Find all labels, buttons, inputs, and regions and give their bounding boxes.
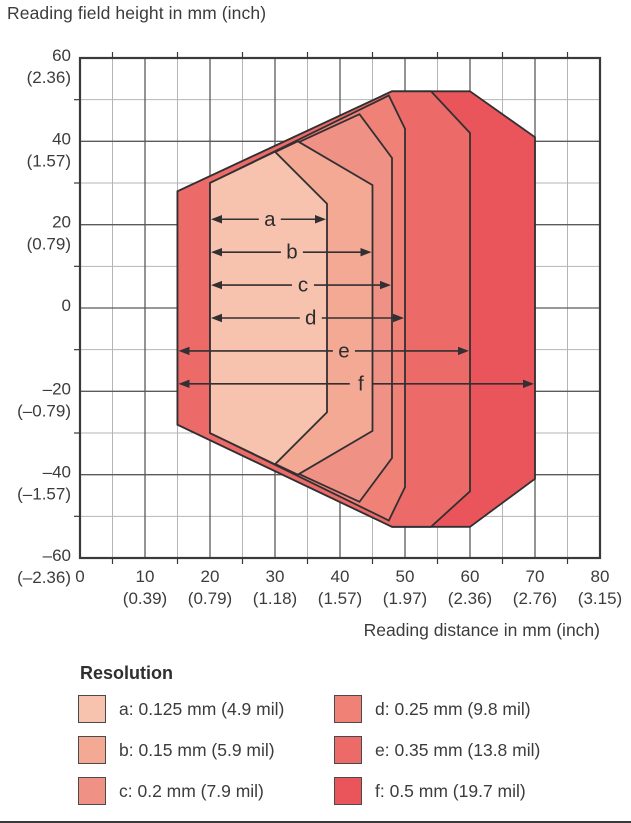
y-tick-mm--20: –20 [43, 379, 71, 398]
legend-title: Resolution [80, 663, 173, 683]
legend-chip-a [78, 695, 106, 723]
y-tick-inch--40: (–1.57) [17, 485, 71, 504]
x-tick-inch-30: (1.18) [253, 589, 297, 608]
x-tick-mm-10: 10 [136, 567, 155, 586]
y-axis-labels: 60 (2.36) 40 (1.57) 20 (0.79) 0 –20 (–0.79) –40 (–… [17, 46, 71, 587]
x-tick-mm-0: 0 [75, 567, 84, 586]
arrowhead-right-a [315, 215, 326, 224]
legend-chip-f [334, 777, 362, 805]
legend-chip-d [334, 695, 362, 723]
arrowhead-right-d [393, 313, 404, 323]
legend-chip-b [78, 736, 106, 764]
arrowhead-left-f [178, 379, 190, 389]
resolution-legend: Resolution a: 0.125 mm (4.9 mil) b: 0.15 … [78, 663, 623, 805]
x-tick-mm-80: 80 [591, 567, 610, 586]
legend-chip-e [334, 736, 362, 764]
x-tick-mm-50: 50 [396, 567, 415, 586]
range-arrow-d: d [211, 307, 404, 330]
range-arrow-f: f [178, 372, 534, 395]
legend-item-e: e: 0.35 mm (13.8 mil) [334, 736, 623, 764]
field-polygons [176, 90, 536, 528]
arrowhead-right-c [380, 280, 391, 290]
range-arrow-e: e [178, 339, 469, 362]
arrow-label-a: a [264, 208, 276, 231]
axis-ticks [74, 52, 569, 564]
legend-label-f: f: 0.5 mm (19.7 mil) [375, 780, 526, 801]
y-tick-inch-60: (2.36) [27, 68, 71, 87]
y-tick-inch-20: (0.79) [27, 235, 71, 254]
legend-item-f: f: 0.5 mm (19.7 mil) [334, 777, 623, 805]
y-tick-inch-40: (1.57) [27, 151, 71, 170]
arrowhead-left-d [211, 313, 222, 323]
legend-label-c: c: 0.2 mm (7.9 mil) [119, 780, 264, 801]
range-arrow-b: b [211, 241, 372, 264]
arrowhead-right-e [458, 346, 469, 356]
arrowhead-right-b [360, 247, 372, 257]
x-tick-inch-40: (1.57) [318, 589, 362, 608]
x-tick-inch-60: (2.36) [448, 589, 492, 608]
x-tick-inch-70: (2.76) [513, 589, 557, 608]
arrow-label-d: d [305, 307, 316, 330]
x-tick-inch-20: (0.79) [188, 589, 232, 608]
bottom-border-line [0, 821, 631, 823]
legend-item-b: b: 0.15 mm (5.9 mil) [78, 736, 334, 764]
legend-chip-c [78, 777, 106, 805]
y-tick-inch--20: (–0.79) [17, 401, 71, 420]
y-tick-mm-40: 40 [52, 129, 71, 148]
legend-item-d: d: 0.25 mm (9.8 mil) [334, 695, 623, 723]
x-tick-mm-60: 60 [461, 567, 480, 586]
x-axis-labels: 0 10 (0.39) 20 (0.79) 30 (1.18) 40 (1.57) 50 (1.97… [75, 567, 622, 608]
arrow-label-c: c [298, 274, 308, 297]
legend-label-d: d: 0.25 mm (9.8 mil) [375, 698, 531, 719]
plot-border [78, 56, 602, 560]
x-tick-mm-40: 40 [331, 567, 350, 586]
y-tick-inch--60: (–2.36) [17, 568, 71, 587]
x-tick-inch-80: (3.15) [578, 589, 622, 608]
x-tick-inch-10: (0.39) [123, 589, 167, 608]
x-tick-inch-50: (1.97) [383, 589, 427, 608]
range-arrow-a: a [211, 208, 326, 231]
legend-label-b: b: 0.15 mm (5.9 mil) [119, 739, 275, 760]
y-tick-mm--40: –40 [43, 463, 71, 482]
x-tick-mm-30: 30 [266, 567, 285, 586]
legend-item-c: c: 0.2 mm (7.9 mil) [78, 777, 334, 805]
x-tick-mm-70: 70 [526, 567, 545, 586]
legend-label-a: a: 0.125 mm (4.9 mil) [119, 698, 285, 719]
arrowhead-left-a [211, 215, 222, 224]
chart-title: Reading field height in mm (inch) [7, 3, 267, 23]
arrow-label-b: b [286, 241, 297, 264]
x-tick-mm-20: 20 [201, 567, 220, 586]
arrowhead-right-f [523, 379, 534, 389]
arrowhead-left-b [211, 247, 222, 257]
x-axis-title: Reading distance in mm (inch) [363, 620, 600, 640]
legend-label-e: e: 0.35 mm (13.8 mil) [375, 739, 541, 760]
legend-item-a: a: 0.125 mm (4.9 mil) [78, 695, 334, 723]
y-tick-mm-20: 20 [52, 213, 71, 232]
field-a [209, 150, 328, 466]
range-arrow-c: c [211, 274, 391, 297]
arrowhead-left-c [211, 280, 222, 290]
y-tick-mm-0: 0 [62, 296, 71, 315]
y-tick-mm-60: 60 [52, 46, 71, 65]
legend-grid: a: 0.125 mm (4.9 mil) b: 0.15 mm (5.9 mil… [78, 695, 623, 805]
arrow-label-f: f [358, 372, 364, 395]
arrow-label-e: e [338, 339, 349, 362]
y-tick-mm--60: –60 [43, 546, 71, 565]
arrowhead-left-e [178, 346, 190, 356]
